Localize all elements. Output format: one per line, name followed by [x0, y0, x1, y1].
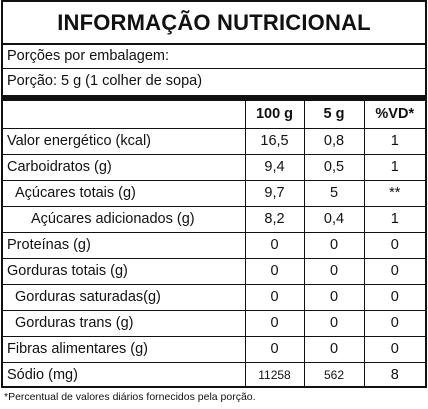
- footnote: *Percentual de valores diários fornecido…: [4, 391, 256, 403]
- value-per-portion: 0: [303, 335, 365, 363]
- nutrient-label: Proteínas (g): [3, 231, 246, 259]
- table-row: Açúcares totais (g) 9,7 5 **: [3, 179, 425, 207]
- value-per-100g: 8,2: [244, 205, 305, 233]
- daily-value-percent: 0: [363, 309, 425, 337]
- table-row: Carboidratos (g) 9,4 0,5 1: [3, 153, 425, 181]
- header-100g: 100 g: [244, 101, 305, 129]
- nutrient-label: Gorduras totais (g): [3, 257, 246, 285]
- header-portion: 5 g: [303, 101, 365, 129]
- daily-value-percent: 0: [363, 335, 425, 363]
- value-per-portion: 0,5: [303, 153, 365, 181]
- nutrient-label: Sódio (mg): [3, 361, 246, 388]
- table-row: Valor energético (kcal) 16,5 0,8 1: [3, 127, 425, 155]
- value-per-100g: 0: [244, 283, 305, 311]
- value-per-100g: 0: [244, 231, 305, 259]
- nutrient-label: Carboidratos (g): [3, 153, 246, 181]
- value-per-portion: 5: [303, 179, 365, 207]
- value-per-100g: 9,4: [244, 153, 305, 181]
- value-per-100g: 16,5: [244, 127, 305, 155]
- nutrient-label: Gorduras trans (g): [3, 309, 246, 337]
- table-row: Gorduras trans (g) 0 0 0: [3, 309, 425, 337]
- value-per-portion: 0,4: [303, 205, 365, 233]
- nutrient-label: Fibras alimentares (g): [3, 335, 246, 363]
- table-row: Gorduras saturadas(g) 0 0 0: [3, 283, 425, 311]
- nutrition-table: 100 g 5 g %VD* Valor energético (kcal) 16…: [3, 101, 425, 388]
- daily-value-percent: 0: [363, 283, 425, 311]
- servings-per-package: Porções por embalagem:: [3, 45, 425, 69]
- header-daily-value: %VD*: [363, 101, 425, 129]
- nutrient-label: Açúcares totais (g): [3, 179, 246, 207]
- value-per-100g: 0: [244, 335, 305, 363]
- table-row: Gorduras totais (g) 0 0 0: [3, 257, 425, 285]
- daily-value-percent: 0: [363, 257, 425, 285]
- table-row: Açúcares adicionados (g) 8,2 0,4 1: [3, 205, 425, 233]
- nutrient-label: Gorduras saturadas(g): [3, 283, 246, 311]
- value-per-100g: 11258: [244, 361, 305, 388]
- value-per-portion: 0: [303, 257, 365, 285]
- value-per-100g: 0: [244, 309, 305, 337]
- value-per-portion: 0,8: [303, 127, 365, 155]
- daily-value-percent: **: [363, 179, 425, 207]
- daily-value-percent: 0: [363, 231, 425, 259]
- nutrient-label: Valor energético (kcal): [3, 127, 246, 155]
- daily-value-percent: 1: [363, 205, 425, 233]
- daily-value-percent: 1: [363, 153, 425, 181]
- serving-size: Porção: 5 g (1 colher de sopa): [3, 69, 425, 101]
- nutrient-label: Açúcares adicionados (g): [3, 205, 246, 233]
- daily-value-percent: 1: [363, 127, 425, 155]
- value-per-portion: 0: [303, 309, 365, 337]
- nutrition-facts-panel: INFORMAÇÃO NUTRICIONAL Porções por embal…: [1, 0, 427, 388]
- table-row: Fibras alimentares (g) 0 0 0: [3, 335, 425, 363]
- table-row: Sódio (mg) 11258 562 8: [3, 361, 425, 388]
- table-header-row: 100 g 5 g %VD*: [3, 101, 425, 129]
- value-per-100g: 0: [244, 257, 305, 285]
- header-blank-cell: [3, 101, 246, 129]
- value-per-portion: 0: [303, 283, 365, 311]
- value-per-100g: 9,7: [244, 179, 305, 207]
- panel-title: INFORMAÇÃO NUTRICIONAL: [3, 2, 425, 45]
- value-per-portion: 562: [303, 361, 365, 388]
- daily-value-percent: 8: [363, 361, 425, 388]
- table-row: Proteínas (g) 0 0 0: [3, 231, 425, 259]
- value-per-portion: 0: [303, 231, 365, 259]
